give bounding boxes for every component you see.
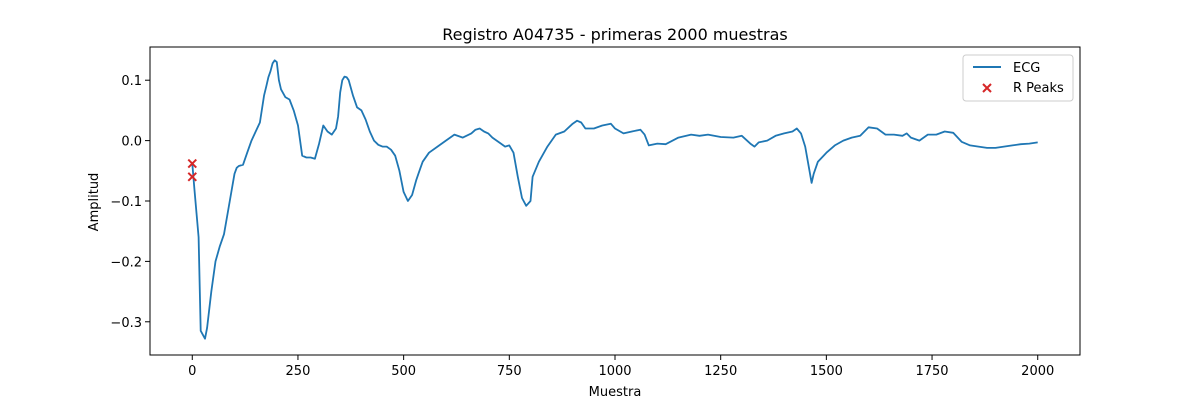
legend-ecg-label: ECG: [1013, 61, 1040, 76]
x-axis-label: Muestra: [589, 385, 642, 400]
legend-r-peaks-label: R Peaks: [1013, 81, 1064, 96]
ecg-series-line: [191, 59, 1038, 340]
r-peak-legend-marker: [982, 83, 992, 93]
y-axis: −0.3 −0.2 −0.1 0.0 0.1: [110, 74, 150, 331]
y-tick-label: −0.1: [110, 195, 142, 210]
plot-area: [149, 46, 1081, 356]
r-peaks-layer: [187, 158, 197, 182]
y-tick-label: 0.1: [121, 74, 142, 89]
y-tick-label: −0.2: [110, 255, 142, 270]
series-layer: [191, 59, 1038, 340]
legend: ECG R Peaks: [962, 54, 1074, 102]
x-tick-label: 1750: [915, 364, 948, 379]
chart-title: Registro A04735 - primeras 2000 muestras: [442, 25, 787, 44]
legend-r-peaks-swatch: [982, 83, 992, 93]
x-tick-label: 250: [286, 364, 311, 379]
r-peak-marker: [187, 158, 197, 169]
y-tick-label: 0.0: [121, 135, 142, 150]
x-tick-label: 750: [497, 364, 522, 379]
x-tick-label: 500: [391, 364, 416, 379]
x-tick-label: 1250: [704, 364, 737, 379]
y-axis-label: Amplitud: [87, 173, 102, 232]
x-tick-label: 2000: [1021, 364, 1054, 379]
y-tick-label: −0.3: [110, 316, 142, 331]
x-tick-label: 0: [188, 364, 196, 379]
x-axis: 0 250 500 750 1000 1250 1500 1750 2000: [188, 355, 1054, 379]
x-tick-label: 1000: [598, 364, 631, 379]
x-tick-label: 1500: [810, 364, 843, 379]
r-peak-marker: [187, 172, 197, 182]
